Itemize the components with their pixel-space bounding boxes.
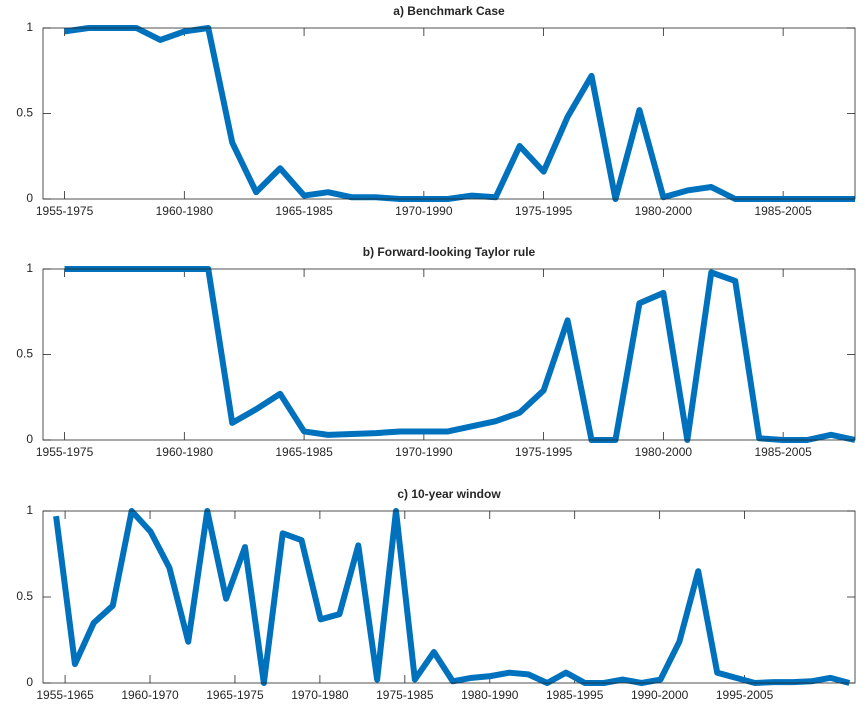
x-tick-label: 1975-1995 bbox=[515, 204, 573, 218]
plot-area bbox=[53, 508, 851, 686]
y-tick-label: 1 bbox=[26, 503, 33, 517]
y-tick-label: 0 bbox=[26, 675, 33, 689]
axes-frame bbox=[42, 510, 856, 684]
x-tick-label: 1965-1985 bbox=[275, 445, 333, 459]
x-tick-label: 1985-2005 bbox=[754, 445, 812, 459]
x-tick-label: 1980-2000 bbox=[635, 204, 693, 218]
x-tick-label: 1970-1980 bbox=[291, 688, 349, 702]
x-tick-label: 1975-1995 bbox=[515, 445, 573, 459]
x-tick-label: 1980-1990 bbox=[461, 688, 519, 702]
axes-frame bbox=[42, 27, 856, 200]
y-tick-label: 1 bbox=[26, 261, 33, 275]
x-tick-label: 1955-1975 bbox=[36, 445, 94, 459]
axes-frame bbox=[42, 268, 856, 441]
x-tick-label: 1955-1975 bbox=[36, 204, 94, 218]
y-tick-label: 0 bbox=[26, 191, 33, 205]
x-tick-label: 1970-1990 bbox=[395, 445, 453, 459]
x-tick-label: 1975-1985 bbox=[376, 688, 434, 702]
data-line bbox=[64, 266, 855, 443]
data-line bbox=[64, 25, 855, 202]
x-tick-label: 1985-1995 bbox=[546, 688, 604, 702]
chart-title: c) 10-year window bbox=[397, 487, 501, 501]
x-tick-label: 1970-1990 bbox=[395, 204, 453, 218]
x-tick-label: 1965-1975 bbox=[206, 688, 264, 702]
x-tick-label: 1980-2000 bbox=[635, 445, 693, 459]
y-tick-label: 0.5 bbox=[16, 106, 33, 120]
data-line bbox=[53, 508, 851, 686]
chart-title: b) Forward-looking Taylor rule bbox=[363, 245, 536, 259]
x-tick-label: 1960-1980 bbox=[156, 204, 214, 218]
y-tick-label: 0 bbox=[26, 432, 33, 446]
x-tick-label: 1990-2000 bbox=[631, 688, 689, 702]
x-tick-label: 1960-1980 bbox=[156, 445, 214, 459]
x-tick-label: 1965-1985 bbox=[275, 204, 333, 218]
y-tick-label: 1 bbox=[26, 20, 33, 34]
x-tick-label: 1960-1970 bbox=[121, 688, 179, 702]
chart-title: a) Benchmark Case bbox=[393, 4, 505, 18]
plot-area bbox=[64, 25, 855, 202]
x-tick-label: 1955-1965 bbox=[36, 688, 94, 702]
plot-area bbox=[64, 266, 855, 443]
x-tick-label: 1995-2005 bbox=[716, 688, 774, 702]
y-tick-label: 0.5 bbox=[16, 347, 33, 361]
x-tick-label: 1985-2005 bbox=[754, 204, 812, 218]
y-tick-label: 0.5 bbox=[16, 589, 33, 603]
